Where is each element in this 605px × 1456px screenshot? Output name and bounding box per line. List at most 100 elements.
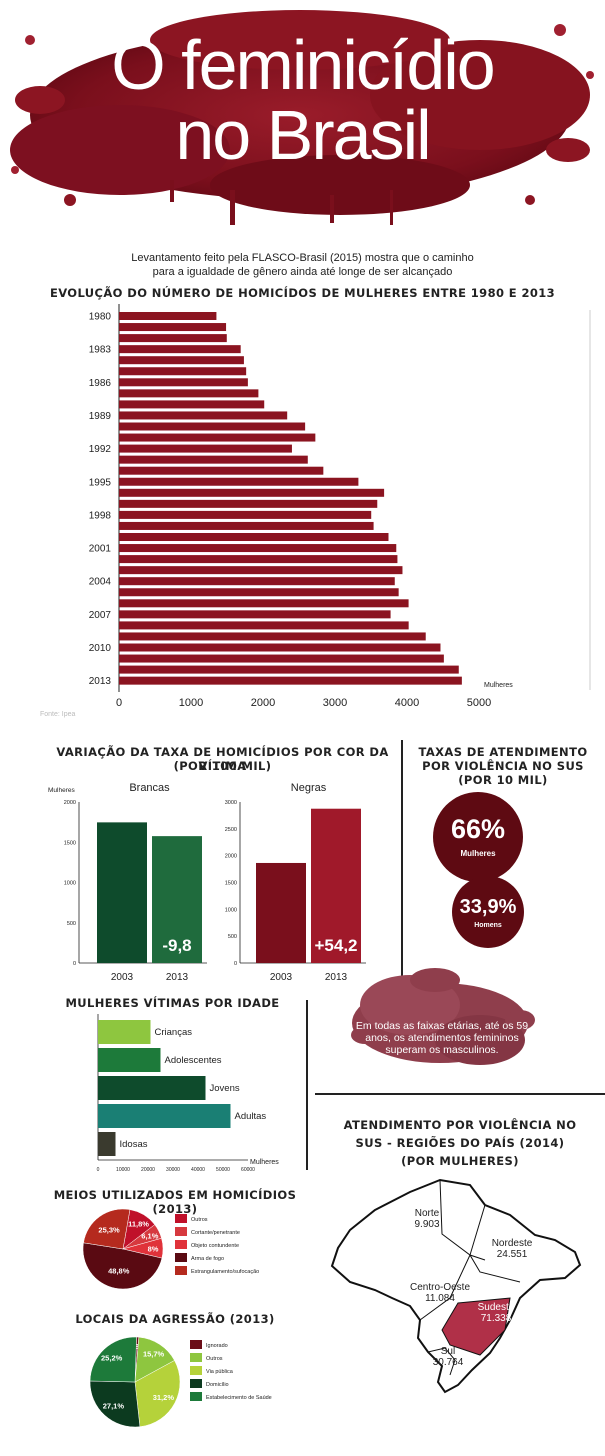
region-centro-oeste-value: 11.084 (425, 1293, 455, 1304)
places-legend-label: Estabelecimento de Saúde (206, 1395, 272, 1401)
age-x-tick: 0 (97, 1167, 100, 1173)
age-x-tick: 60000 (241, 1167, 255, 1173)
regions-title-line-2: SUS - REGIÕES DO PAÍS (2014) (355, 1136, 565, 1150)
women-value: 66% (450, 814, 506, 844)
sus-title-line-2: POR VIOLÊNCIA NO SUS (422, 759, 584, 773)
race-x-label: 2013 (325, 972, 348, 983)
evolution-x-tick: 4000 (395, 697, 419, 709)
evolution-year-label: 2013 (89, 676, 112, 687)
race-bar (97, 822, 147, 963)
race-bar (152, 836, 202, 963)
race-y-tick: 500 (67, 921, 76, 927)
age-category-label: Jovens (210, 1083, 240, 1094)
places-value-label: 25,2% (101, 1353, 123, 1362)
race-title-line-2: (POR 100 MIL) (173, 759, 272, 773)
evolution-bar (119, 455, 308, 464)
means-value-label: 48,8% (108, 1267, 130, 1276)
race-y-tick: 1000 (64, 881, 76, 887)
places-legend-label: Outros (206, 1356, 223, 1362)
evolution-bar (119, 676, 462, 685)
means-legend-label: Estrangulamento/sufocação (191, 1269, 259, 1275)
note-splatter (351, 968, 535, 1065)
women-circle: 66% Mulheres (433, 792, 523, 882)
means-legend-swatch (175, 1266, 187, 1275)
region-centro-oeste-name: Centro-Oeste (409, 1282, 471, 1293)
means-legend-label: Outros (191, 1217, 208, 1223)
places-chart: (0,8%)15,7% 31,2% 27,1% 25,2% Ignorado Outros… (89, 1336, 272, 1428)
means-slice (83, 1208, 131, 1250)
evolution-bar (119, 521, 374, 530)
evolution-bar (119, 566, 403, 575)
race-bar (256, 862, 306, 963)
means-legend-swatch (175, 1214, 187, 1223)
region-sul-value: 30.764 (432, 1357, 464, 1368)
means-slice (82, 1242, 163, 1290)
evolution-bar (119, 632, 426, 641)
evolution-bar (119, 610, 391, 619)
race-x-label: 2013 (166, 972, 189, 983)
age-x-tick: 20000 (141, 1167, 155, 1173)
brazil-map (330, 1178, 582, 1394)
evolution-year-label: 1983 (89, 345, 112, 356)
sus-note: Em todas as faixas etárias, até os 59 an… (355, 1020, 529, 1056)
age-category-label: Crianças (155, 1027, 193, 1038)
race-y-tick: 3000 (225, 800, 237, 806)
places-value-label: 15,7% (143, 1350, 165, 1359)
evolution-year-label: 2001 (89, 544, 112, 555)
evolution-bar (119, 323, 227, 332)
divider-vertical-1 (401, 740, 403, 980)
divider-horizontal (315, 1093, 605, 1095)
evolution-bar (119, 665, 459, 674)
evolution-chart: 1980 1983 1986 1989 1992 1995 1998 2001 2004 2007… (89, 304, 591, 709)
evolution-year-label: 1989 (89, 411, 112, 422)
means-legend-label: Objeto contundente (191, 1243, 239, 1249)
evolution-x-tick: 1000 (179, 697, 203, 709)
evolution-x-tick: 5000 (467, 697, 491, 709)
evolution-title: EVOLUÇÃO DO NÚMERO DE HOMICÍDOS DE MULHE… (49, 286, 556, 300)
places-title: LOCAIS DA AGRESSÃO (2013) (75, 1312, 275, 1326)
title-line-2: no Brasil (175, 96, 431, 174)
age-category-label: Idosas (120, 1139, 148, 1150)
evolution-bar (119, 477, 359, 486)
region-nordeste-name: Nordeste (491, 1238, 533, 1249)
evolution-bar (119, 422, 306, 431)
evolution-bar (119, 643, 441, 652)
evolution-x-tick: 3000 (323, 697, 347, 709)
evolution-bar (119, 378, 248, 387)
race-y-tick: 1500 (225, 881, 237, 887)
evolution-bar (119, 555, 398, 564)
means-legend-swatch (175, 1253, 187, 1262)
evolution-bar (119, 367, 247, 376)
region-norte-name: Norte (414, 1208, 440, 1219)
evolution-year-label: 1995 (89, 477, 112, 488)
places-value-label: 31,2% (153, 1393, 175, 1402)
race-title-line-1: VARIAÇÃO DA TAXA DE HOMICÍDIOS POR COR D… (56, 745, 389, 773)
age-category-label: Adolescentes (165, 1055, 222, 1066)
means-chart: 11,8% 6,1% 8% 48,8% 25,3% Outros Cortante/pene… (82, 1208, 259, 1290)
evolution-bar (119, 433, 316, 442)
evolution-bar (119, 577, 395, 586)
evolution-year-label: 2004 (89, 577, 112, 588)
race-y-tick: 2000 (64, 800, 76, 806)
race-y-tick: 1000 (225, 907, 237, 913)
means-legend-swatch (175, 1240, 187, 1249)
race-change-label: -9,8 (162, 936, 191, 955)
divider-vertical-2 (306, 1000, 308, 1170)
race-bar (311, 808, 361, 963)
race-y-tick: 0 (234, 961, 237, 967)
race-chart-title: Brancas (129, 782, 170, 794)
evolution-bar (119, 533, 389, 541)
evolution-x-tick: 2000 (251, 697, 275, 709)
age-chart: Crianças Adolescentes Jovens Adultas Idosas 0… (97, 1014, 279, 1173)
evolution-bar (119, 588, 399, 597)
evolution-bar (119, 510, 372, 519)
intro-line-2: para a igualdade de gênero ainda até lon… (152, 266, 453, 278)
race-y-label: Mulheres (48, 787, 75, 794)
race-y-tick: 2000 (225, 854, 237, 860)
region-sul-name: Sul (440, 1346, 456, 1357)
sus-title-line-3: (POR 10 MIL) (458, 773, 548, 787)
places-slice (89, 1380, 141, 1428)
evolution-bar (119, 411, 288, 420)
evolution-bar (119, 312, 217, 320)
evolution-year-label: 2007 (89, 610, 112, 621)
